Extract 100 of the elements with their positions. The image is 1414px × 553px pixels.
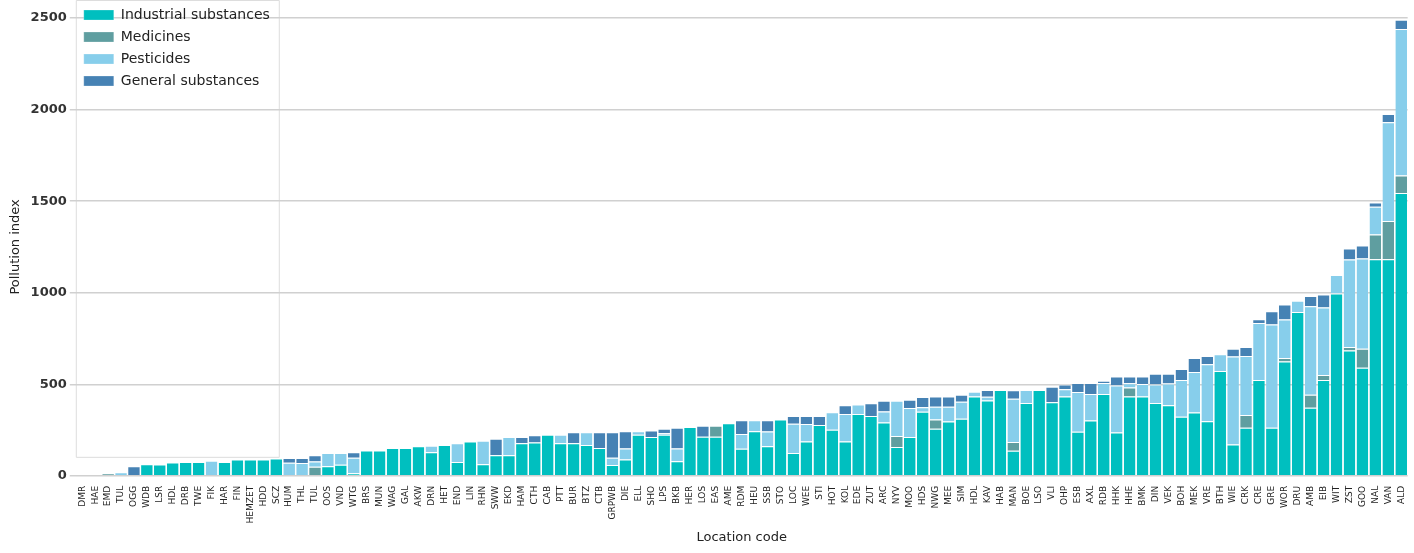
x-tick-label: HER — [684, 485, 695, 505]
x-tick-label: OOS — [322, 485, 333, 506]
x-tick-label: BRS — [361, 485, 372, 504]
x-tick-label: HDL — [167, 485, 178, 505]
x-tick-label: TWE — [192, 485, 203, 507]
x-tick-label: AMB — [1305, 485, 1316, 506]
x-tick-label: DMR — [76, 485, 87, 507]
x-tick-label: CTH — [529, 485, 540, 505]
x-tick-label: CTB — [593, 485, 604, 504]
x-tick-label: GAL — [399, 485, 410, 504]
x-tick-label: BTZ — [580, 485, 591, 504]
x-tick-label: SWW — [490, 485, 501, 510]
x-tick-label: HDS — [917, 485, 928, 506]
x-tick-label: BUR — [567, 485, 578, 505]
x-tick-label: DRN — [425, 485, 436, 506]
x-tick-label: WOR — [1279, 485, 1290, 509]
x-tick-label: DRU — [1292, 485, 1303, 506]
x-tick-label: RHN — [477, 485, 488, 506]
x-tick-label: MEE — [942, 485, 953, 505]
x-tick-label: THL — [296, 485, 307, 505]
x-tick-label: DIE — [619, 485, 630, 502]
x-tick-label: KAV — [981, 484, 992, 504]
x-tick-label: HEU — [749, 485, 759, 505]
x-tick-label: LIN — [464, 485, 475, 501]
x-tick-label: VRE — [1201, 485, 1212, 504]
x-tick-label: MOO — [904, 485, 915, 508]
x-tick-label: BOE — [1020, 485, 1031, 505]
x-tick-label: HAM — [516, 485, 527, 507]
x-tick-label: TUL — [115, 485, 126, 504]
x-tick-label: NYV — [891, 484, 902, 505]
x-tick-label: VND — [335, 485, 346, 506]
y-tick-label: 500 — [39, 375, 67, 391]
x-tick-label: BTH — [1214, 485, 1225, 505]
x-tick-label: GRPWB — [606, 485, 617, 520]
x-axis-title: Location code — [696, 528, 787, 544]
x-tick-label: DIN — [1149, 485, 1160, 503]
x-tick-label: STO — [774, 485, 785, 505]
x-tick-label: CAB — [542, 485, 553, 505]
x-tick-label: ESB — [1072, 485, 1083, 504]
x-tick-label: GOO — [1356, 485, 1367, 507]
x-tick-label: LSR — [154, 485, 165, 503]
x-tick-label: ALD — [1395, 485, 1406, 504]
x-tick-label: NWG — [930, 485, 941, 509]
x-tick-label: BKB — [671, 485, 682, 505]
x-tick-label: TUL — [309, 485, 320, 504]
x-tick-label: AKW — [412, 485, 423, 507]
y-tick-label: 0 — [57, 467, 67, 483]
legend-label: Industrial substances — [120, 5, 270, 22]
x-tick-label: EMD — [102, 485, 113, 507]
x-tick-label: ELL — [632, 485, 643, 502]
x-tick-label: SCZ — [270, 485, 281, 504]
legend-label: General substances — [120, 71, 260, 88]
x-tick-label: STI — [813, 485, 824, 500]
x-tick-label: WEE — [800, 485, 811, 507]
x-tick-label: KOL — [839, 485, 850, 504]
x-tick-label: MAN — [1007, 485, 1018, 507]
x-tick-label: SSB — [761, 485, 772, 504]
x-tick-label: HDD — [257, 485, 268, 507]
x-tick-label: HEMZET — [244, 485, 255, 524]
y-tick-label: 1500 — [30, 192, 67, 208]
x-tick-label: WDB — [141, 485, 152, 508]
x-tick-label: LPS — [658, 485, 669, 502]
x-tick-label: WIE — [1227, 485, 1238, 504]
x-tick-label: GRE — [1266, 485, 1277, 505]
x-tick-label: EAS — [710, 485, 721, 504]
x-tick-label: SHO — [645, 485, 656, 506]
x-tick-label: CRK — [1240, 484, 1251, 505]
x-tick-label: HHK — [1111, 484, 1122, 506]
x-tick-label: RDM — [736, 485, 747, 507]
x-tick-label: OHP — [1059, 485, 1070, 506]
x-tick-label: VAN — [1382, 485, 1393, 505]
y-tick-label: 2500 — [30, 9, 67, 25]
x-tick-label: HAE — [89, 485, 100, 505]
x-tick-label: RDB — [1098, 485, 1109, 506]
x-tick-label: HET — [438, 485, 449, 504]
x-tick-label: BMK — [1136, 484, 1147, 506]
x-tick-label: SIM — [955, 485, 966, 502]
x-tick-label: ARC — [878, 485, 889, 505]
x-tick-label: CRE — [1253, 485, 1264, 505]
legend-label: Medicines — [120, 27, 191, 44]
x-tick-label: MUN — [374, 485, 384, 507]
x-tick-label: HHE — [1123, 485, 1134, 506]
x-tick-label: ZUT — [865, 485, 876, 505]
x-tick-label: FIN — [231, 485, 242, 501]
x-tick-label: HUM — [283, 485, 294, 507]
x-tick-label: FIK — [205, 484, 216, 500]
x-tick-label: EIB — [1317, 485, 1328, 501]
x-tick-label: AXL — [1085, 485, 1096, 504]
x-tick-label: HAB — [994, 485, 1005, 505]
x-tick-label: DRB — [180, 485, 191, 506]
x-tick-label: HAR — [218, 485, 229, 506]
x-tick-label: WIT — [1330, 485, 1341, 503]
x-tick-label: OGG — [128, 485, 139, 507]
y-tick-label: 1000 — [30, 284, 67, 300]
x-tick-label: LOC — [787, 485, 798, 504]
x-tick-label: ZST — [1343, 485, 1354, 504]
x-tick-label: MEK — [1188, 484, 1199, 506]
x-tick-label: WTG — [348, 485, 359, 508]
x-tick-label: VEK — [1162, 484, 1173, 504]
y-axis-title: Pollution index — [7, 198, 23, 295]
